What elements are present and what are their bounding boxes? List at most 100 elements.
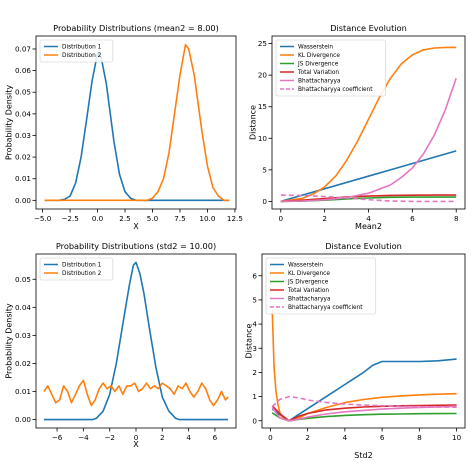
legend: Wasserstein KL Divergence JS Divergence Tot…	[275, 39, 387, 97]
x-tick-label: 6	[410, 214, 415, 223]
x-tick-label: 2.5	[119, 214, 130, 223]
x-tick-label: 2	[160, 433, 165, 442]
chart-title: Probability Distributions (mean2 = 8.00)	[53, 23, 219, 33]
x-tick-label: −4	[78, 433, 89, 442]
x-tick-label: −5.0	[34, 214, 52, 223]
x-tick-label: 6	[213, 433, 218, 442]
x-tick-label: 4	[343, 433, 348, 442]
x-axis-label: Std2	[354, 451, 372, 460]
x-axis-label: X	[133, 440, 139, 449]
legend-entry: Wasserstein	[298, 45, 333, 51]
y-tick-label: 0.00	[15, 196, 31, 205]
y-tick-label: 0.02	[15, 359, 31, 368]
legend-entry: Distribution 1	[62, 45, 102, 51]
legend-entry: Bhattacharyya coefficient	[288, 305, 363, 311]
y-tick-label: 0	[252, 416, 257, 425]
series-line-5	[271, 405, 457, 422]
y-tick-label: 0.05	[15, 88, 31, 97]
x-tick-label: 4	[366, 214, 371, 223]
series-line-2	[280, 46, 457, 203]
plot-area	[280, 46, 457, 203]
legend-entry: Wasserstein	[288, 263, 323, 269]
legend-entry: Total Variation	[297, 70, 339, 76]
axes-frame	[261, 253, 466, 429]
legend-box	[39, 39, 114, 63]
chart-panel-4: 0 2 4 6 8 10 0 1 2 3 4 5 6 Distance Evolution Std2 Dist…	[245, 241, 466, 460]
y-tick-label: 0.02	[15, 153, 31, 162]
x-tick-label: 5.0	[147, 214, 159, 223]
legend: Wasserstein KL Divergence JS Divergence Tot…	[265, 257, 377, 315]
x-tick-label: 0.0	[92, 214, 104, 223]
legend-box	[265, 257, 377, 315]
y-tick-label: 10	[258, 134, 268, 143]
legend-entry: KL Divergence	[298, 53, 340, 59]
y-tick-label: 0.01	[15, 174, 31, 183]
chart-title: Distance Evolution	[330, 23, 407, 33]
legend-entry: JS Divergence	[297, 62, 339, 68]
series-line-4	[280, 194, 457, 203]
legend: Distribution 1 Distribution 2	[39, 39, 114, 63]
x-tick-label: 4	[186, 433, 191, 442]
legend-entry: JS Divergence	[287, 280, 329, 286]
y-tick-label: 0.03	[15, 331, 31, 340]
y-tick-label: 2	[252, 368, 257, 377]
x-tick-label: 12.5	[227, 214, 243, 223]
x-tick-label: 10	[452, 433, 462, 442]
x-tick-label: 0	[134, 433, 139, 442]
series-line-1	[280, 150, 457, 203]
x-tick-label: −2	[104, 433, 115, 442]
y-axis-label: Probability Density	[5, 85, 14, 161]
plot-area	[44, 43, 230, 202]
legend-entry: Total Variation	[287, 288, 329, 294]
y-tick-label: 0.05	[15, 275, 31, 284]
x-axis-label: Mean2	[355, 222, 382, 231]
y-axis-label: Distance	[249, 105, 258, 140]
y-tick-label: 25	[258, 39, 267, 48]
legend-entry: KL Divergence	[288, 271, 330, 277]
legend-entry: Bhattacharyya	[298, 79, 341, 85]
series-line-2	[271, 309, 457, 422]
series-line-6	[271, 395, 457, 408]
y-tick-label: 1	[252, 392, 257, 401]
legend-entry: Distribution 2	[62, 271, 102, 277]
y-tick-label: 5	[252, 295, 257, 304]
x-tick-label: 0	[268, 433, 273, 442]
chart-panel-2: 0 2 4 6 8 0 5 10 15 20 25 Distance Evolution Mean2 Di…	[249, 23, 466, 231]
x-tick-label: 6	[380, 433, 385, 442]
legend-entry: Distribution 2	[62, 53, 102, 59]
plot-area	[43, 261, 229, 421]
y-tick-label: 0.03	[15, 131, 31, 140]
x-tick-label: −6	[52, 433, 63, 442]
x-tick-label: −2.5	[61, 214, 78, 223]
y-tick-label: 6	[252, 271, 257, 280]
x-tick-label: 8	[454, 214, 459, 223]
x-tick-label: 0	[278, 214, 283, 223]
x-tick-label: 7.5	[174, 214, 185, 223]
y-tick-label: 5	[262, 165, 267, 174]
axes-frame	[35, 35, 237, 210]
y-tick-label: 0.04	[15, 303, 31, 312]
x-tick-label: 2	[322, 214, 327, 223]
y-tick-label: 20	[258, 71, 268, 80]
y-tick-label: 0	[262, 197, 267, 206]
y-axis-label: Distance	[245, 323, 254, 358]
series-line-6	[280, 194, 457, 203]
legend-entry: Bhattacharyya coefficient	[298, 87, 373, 93]
legend-box	[39, 257, 114, 281]
series-line-2	[44, 43, 230, 202]
x-tick-label: 2	[305, 433, 310, 442]
chart-panel-3: −6 −4 −2 0 2 4 6 0.00 0.01 0.02 0.03 0.04 0.05 Probab…	[5, 241, 237, 449]
legend-entry: Distribution 1	[62, 263, 102, 269]
plot-area	[271, 309, 457, 422]
x-tick-label: 10.0	[199, 214, 215, 223]
legend: Distribution 1 Distribution 2	[39, 257, 114, 281]
series-line-1	[271, 358, 457, 422]
y-tick-label: 0.04	[15, 109, 31, 118]
series-line-2	[43, 379, 229, 407]
chart-title: Distance Evolution	[325, 241, 402, 251]
series-line-1	[43, 261, 229, 421]
x-tick-label: 8	[417, 433, 422, 442]
y-tick-label: 0.07	[15, 44, 31, 53]
legend-box	[275, 39, 387, 97]
